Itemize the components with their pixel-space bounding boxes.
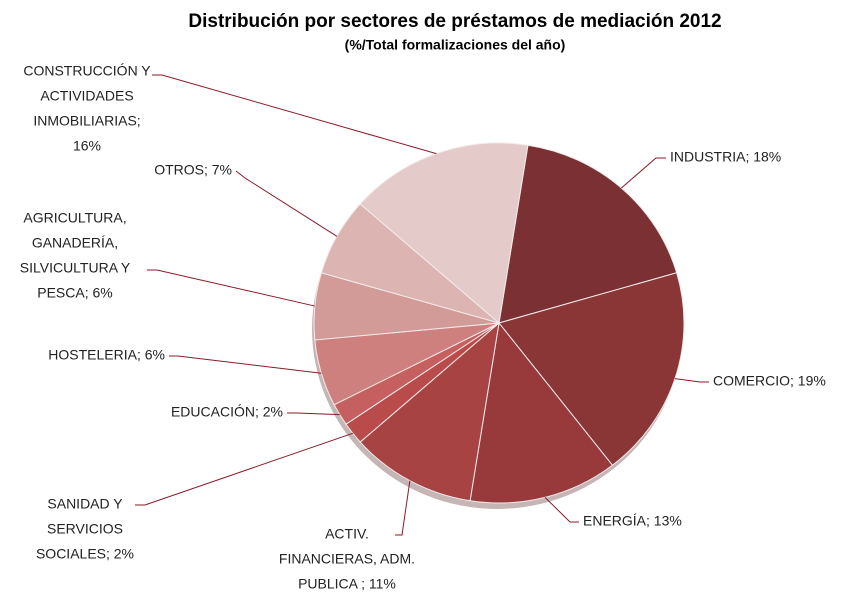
data-label: INMOBILIARIAS; — [33, 113, 140, 129]
data-label: ACTIVIDADES — [40, 88, 133, 104]
chart-title: Distribución por sectores de préstamos d… — [188, 11, 721, 32]
data-label: FINANCIERAS, ADM. — [279, 551, 415, 567]
data-label: GANADERÍA, — [32, 235, 118, 251]
leader-line — [287, 412, 340, 416]
data-label: CONSTRUCCIÓN Y — [23, 63, 151, 79]
data-label: INDUSTRIA; 18% — [670, 149, 781, 165]
data-label: AGRICULTURA, — [23, 210, 126, 226]
data-label: SANIDAD Y — [47, 496, 123, 512]
data-label: OTROS; 7% — [154, 162, 232, 178]
leader-line — [235, 170, 338, 237]
leader-line — [147, 269, 315, 307]
data-label: 16% — [73, 138, 101, 154]
leader-line — [621, 157, 666, 189]
data-label: SILVICULTURA Y — [20, 260, 131, 276]
data-label: ENERGÍA; 13% — [583, 513, 682, 529]
leader-line — [395, 480, 411, 536]
data-label: ACTIV. — [325, 526, 369, 542]
leader-line — [674, 378, 709, 383]
data-label: COMERCIO; 19% — [713, 373, 826, 389]
data-label: SOCIALES; 2% — [36, 546, 134, 562]
leader-line — [169, 355, 322, 374]
pie-slice — [359, 142, 529, 324]
pie-slice — [498, 144, 678, 324]
leader-line — [152, 74, 437, 155]
data-label: EDUCACIÓN; 2% — [171, 404, 283, 420]
data-label: HOSTELERIA; 6% — [48, 347, 165, 363]
data-label: SERVICIOS — [47, 521, 123, 537]
data-label: PESCA; 6% — [37, 285, 112, 301]
leader-line — [544, 496, 579, 523]
chart-subtitle: (%/Total formalizaciones del año) — [345, 37, 566, 53]
data-label: PUBLICA ; 11% — [298, 576, 396, 592]
pie-slice — [498, 272, 685, 466]
leader-line — [135, 432, 353, 506]
